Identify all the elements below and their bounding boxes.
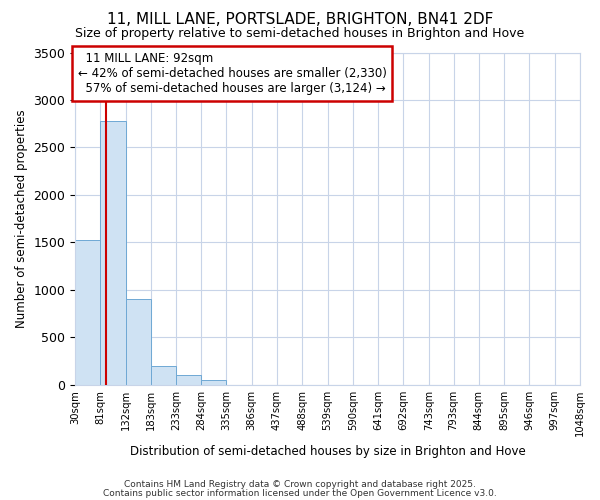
Bar bbox=[176, 376, 201, 385]
Y-axis label: Number of semi-detached properties: Number of semi-detached properties bbox=[15, 110, 28, 328]
Text: 11, MILL LANE, PORTSLADE, BRIGHTON, BN41 2DF: 11, MILL LANE, PORTSLADE, BRIGHTON, BN41… bbox=[107, 12, 493, 28]
Bar bbox=[126, 300, 151, 385]
Text: Contains public sector information licensed under the Open Government Licence v3: Contains public sector information licen… bbox=[103, 488, 497, 498]
Text: 11 MILL LANE: 92sqm
← 42% of semi-detached houses are smaller (2,330)
  57% of s: 11 MILL LANE: 92sqm ← 42% of semi-detach… bbox=[77, 52, 386, 95]
Bar bbox=[201, 380, 226, 385]
Text: Contains HM Land Registry data © Crown copyright and database right 2025.: Contains HM Land Registry data © Crown c… bbox=[124, 480, 476, 489]
Bar bbox=[151, 366, 176, 385]
Text: Size of property relative to semi-detached houses in Brighton and Hove: Size of property relative to semi-detach… bbox=[76, 28, 524, 40]
X-axis label: Distribution of semi-detached houses by size in Brighton and Hove: Distribution of semi-detached houses by … bbox=[130, 444, 526, 458]
Bar bbox=[75, 240, 100, 385]
Bar bbox=[100, 121, 126, 385]
